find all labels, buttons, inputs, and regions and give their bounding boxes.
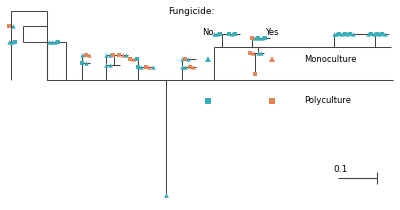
Text: 0.1: 0.1 bbox=[334, 165, 348, 174]
Text: Fungicide:: Fungicide: bbox=[168, 7, 214, 16]
Text: Yes: Yes bbox=[265, 28, 278, 37]
Text: Polyculture: Polyculture bbox=[304, 96, 351, 105]
Text: Monoculture: Monoculture bbox=[304, 55, 356, 64]
Text: No: No bbox=[202, 28, 214, 37]
